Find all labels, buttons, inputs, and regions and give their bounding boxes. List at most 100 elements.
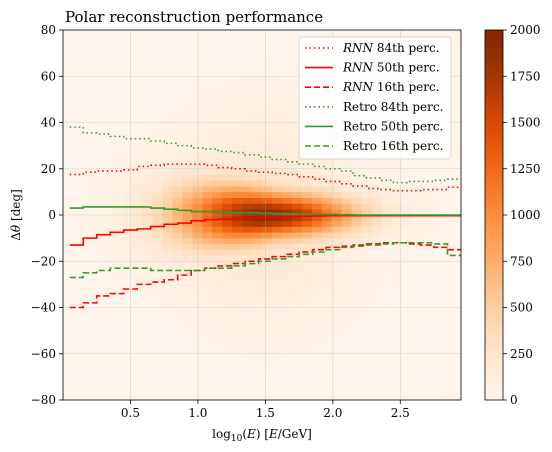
heatmap-cell xyxy=(311,186,322,193)
heatmap-cell xyxy=(242,151,253,158)
heatmap-cell xyxy=(262,249,273,256)
heatmap-cell xyxy=(291,336,303,343)
heatmap-cell xyxy=(172,186,183,193)
heatmap-cell xyxy=(351,162,362,170)
heatmap-cell xyxy=(371,238,382,245)
heatmap-cell xyxy=(222,122,233,129)
heatmap-cell xyxy=(112,272,123,279)
heatmap-cell xyxy=(391,220,402,227)
heatmap-cell xyxy=(281,232,293,239)
heatmap-cell xyxy=(142,122,153,129)
heatmap-cell xyxy=(202,134,213,141)
heatmap-cell xyxy=(172,215,183,222)
heatmap-cell xyxy=(281,64,293,71)
heatmap-cell xyxy=(172,238,183,245)
heatmap-cell xyxy=(212,336,223,343)
heatmap-cell xyxy=(271,64,283,71)
heatmap-cell xyxy=(281,272,293,279)
colorbar-tick-label: 0 xyxy=(510,393,518,407)
heatmap-cell xyxy=(351,157,362,164)
heatmap-cell xyxy=(291,342,303,349)
heatmap-cell xyxy=(192,99,203,106)
heatmap-cell xyxy=(192,122,203,129)
heatmap-cell xyxy=(92,186,104,193)
heatmap-cell xyxy=(242,157,253,164)
heatmap-cell xyxy=(271,290,283,297)
heatmap-cell xyxy=(321,191,332,198)
heatmap-cell xyxy=(92,267,104,274)
heatmap-cell xyxy=(182,307,193,314)
heatmap-cell xyxy=(351,220,362,227)
heatmap-cell xyxy=(351,267,362,274)
heatmap-cell xyxy=(431,191,442,198)
heatmap-cell xyxy=(212,99,223,106)
heatmap-cell xyxy=(242,82,253,89)
heatmap-cell xyxy=(381,226,392,233)
heatmap-cell xyxy=(252,301,263,308)
heatmap-cell xyxy=(291,145,303,152)
heatmap-cell xyxy=(192,249,203,256)
heatmap-cell xyxy=(182,336,193,343)
heatmap-cell xyxy=(192,157,203,164)
heatmap-cell xyxy=(182,255,193,262)
heatmap-cell xyxy=(182,110,193,118)
heatmap-cell xyxy=(361,284,372,291)
heatmap-cell xyxy=(222,272,233,279)
heatmap-cell xyxy=(441,215,452,222)
heatmap-cell xyxy=(271,180,283,187)
heatmap-cell xyxy=(291,58,303,65)
heatmap-cell xyxy=(391,255,402,262)
heatmap-cell xyxy=(431,197,442,204)
colorbar-axis: 0 250 500 750 1000 1250 1500 1750 2000 xyxy=(503,23,541,407)
heatmap-cell xyxy=(102,174,114,181)
heatmap-cell xyxy=(262,116,273,123)
heatmap-cell xyxy=(182,116,193,123)
heatmap-cell xyxy=(242,128,253,135)
heatmap-cell xyxy=(262,267,273,274)
heatmap-cell xyxy=(252,168,263,175)
heatmap-cell xyxy=(431,203,442,210)
y-tick-label: 0 xyxy=(48,208,56,222)
heatmap-cell xyxy=(172,168,183,175)
heatmap-cell xyxy=(391,209,402,216)
x-tick-label: 2.0 xyxy=(323,406,342,420)
heatmap-cell xyxy=(421,215,432,222)
heatmap-cell xyxy=(331,319,342,326)
heatmap-cell xyxy=(281,330,293,337)
heatmap-cell xyxy=(182,238,193,245)
heatmap-cell xyxy=(102,209,114,216)
colorbar-tick-label: 2000 xyxy=(510,23,541,37)
heatmap-cell xyxy=(252,319,263,326)
heatmap-cell xyxy=(321,295,332,303)
heatmap-cell xyxy=(212,226,223,233)
heatmap-cell xyxy=(361,180,372,187)
heatmap-cell xyxy=(132,151,143,158)
heatmap-cell xyxy=(202,70,213,77)
heatmap-cell xyxy=(252,116,263,123)
heatmap-cell xyxy=(222,261,233,268)
heatmap-cell xyxy=(242,290,253,297)
heatmap-cell xyxy=(321,220,332,227)
heatmap-cell xyxy=(192,93,203,100)
heatmap-cell xyxy=(311,180,322,187)
heatmap-cell xyxy=(212,272,223,279)
heatmap-cell xyxy=(271,209,283,216)
heatmap-cell xyxy=(212,197,223,204)
heatmap-cell xyxy=(311,255,322,262)
heatmap-cell xyxy=(122,157,133,164)
heatmap-cell xyxy=(301,168,313,175)
heatmap-cell xyxy=(271,122,283,129)
heatmap-cell xyxy=(391,215,402,222)
heatmap-cell xyxy=(192,295,203,303)
heatmap-cell xyxy=(311,261,322,268)
heatmap-cell xyxy=(252,347,263,355)
heatmap-cell xyxy=(102,186,114,193)
heatmap-cell xyxy=(252,186,263,193)
heatmap-cell xyxy=(232,290,243,297)
heatmap-cell xyxy=(301,295,313,303)
heatmap-cell xyxy=(341,319,352,326)
heatmap-cell xyxy=(271,197,283,204)
heatmap-cell xyxy=(222,191,233,198)
heatmap-cell xyxy=(401,261,412,268)
